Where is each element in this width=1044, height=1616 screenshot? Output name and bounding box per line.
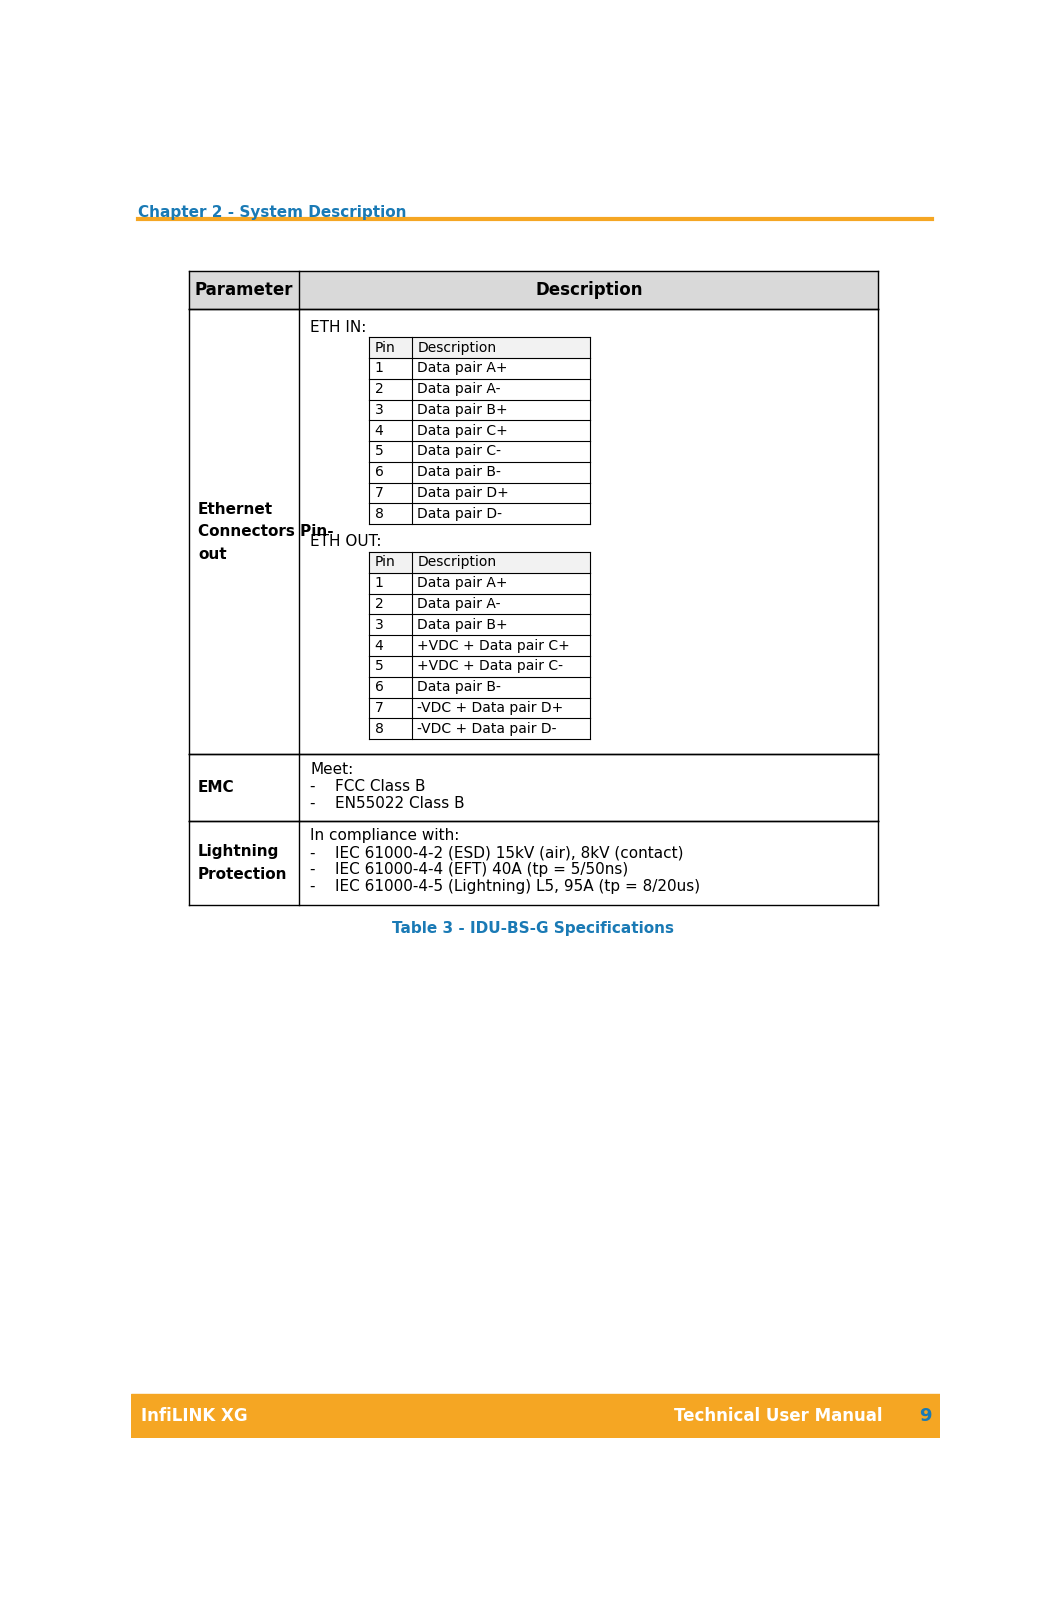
Bar bbox=[370, 553, 590, 572]
Bar bbox=[189, 755, 878, 821]
Text: Data pair A+: Data pair A+ bbox=[418, 577, 507, 590]
Text: 5: 5 bbox=[375, 444, 383, 459]
Bar bbox=[300, 271, 878, 309]
Text: Meet:: Meet: bbox=[310, 763, 354, 777]
Text: Description: Description bbox=[418, 341, 496, 354]
Text: 1: 1 bbox=[375, 362, 383, 375]
Text: 8: 8 bbox=[375, 507, 383, 520]
Text: Data pair C+: Data pair C+ bbox=[418, 423, 508, 438]
Text: Pin: Pin bbox=[375, 556, 396, 569]
Text: +VDC + Data pair C+: +VDC + Data pair C+ bbox=[418, 638, 570, 653]
Text: Data pair B-: Data pair B- bbox=[418, 680, 501, 695]
Text: 7: 7 bbox=[375, 486, 383, 499]
Text: EMC: EMC bbox=[198, 781, 235, 795]
Text: Ethernet
Connectors Pin-
out: Ethernet Connectors Pin- out bbox=[198, 503, 333, 562]
Text: -VDC + Data pair D-: -VDC + Data pair D- bbox=[418, 722, 556, 735]
Text: -    EN55022 Class B: - EN55022 Class B bbox=[310, 797, 465, 811]
Text: ETH IN:: ETH IN: bbox=[310, 320, 366, 335]
Bar bbox=[189, 271, 300, 309]
Text: -    FCC Class B: - FCC Class B bbox=[310, 779, 426, 793]
Text: 8: 8 bbox=[375, 722, 383, 735]
Text: +VDC + Data pair C-: +VDC + Data pair C- bbox=[418, 659, 564, 674]
Text: Parameter: Parameter bbox=[195, 281, 293, 299]
Text: 9: 9 bbox=[920, 1408, 932, 1425]
Text: 4: 4 bbox=[375, 638, 383, 653]
Text: Pin: Pin bbox=[375, 341, 396, 354]
Text: Data pair C-: Data pair C- bbox=[418, 444, 501, 459]
Text: 3: 3 bbox=[375, 617, 383, 632]
Text: Data pair A-: Data pair A- bbox=[418, 596, 501, 611]
Text: Data pair B+: Data pair B+ bbox=[418, 617, 507, 632]
Text: Data pair B+: Data pair B+ bbox=[418, 402, 507, 417]
Text: Description: Description bbox=[418, 556, 496, 569]
Bar bbox=[189, 821, 878, 905]
Text: 5: 5 bbox=[375, 659, 383, 674]
Text: -VDC + Data pair D+: -VDC + Data pair D+ bbox=[418, 701, 564, 714]
Text: -    IEC 61000-4-2 (ESD) 15kV (air), 8kV (contact): - IEC 61000-4-2 (ESD) 15kV (air), 8kV (c… bbox=[310, 845, 684, 860]
Text: Technical User Manual: Technical User Manual bbox=[673, 1408, 882, 1425]
Text: Data pair A-: Data pair A- bbox=[418, 381, 501, 396]
Text: 2: 2 bbox=[375, 381, 383, 396]
Bar bbox=[130, 1393, 940, 1438]
Text: Data pair A+: Data pair A+ bbox=[418, 362, 507, 375]
Text: -    IEC 61000-4-4 (EFT) 40A (tp = 5/50ns): - IEC 61000-4-4 (EFT) 40A (tp = 5/50ns) bbox=[310, 863, 628, 877]
Text: 2: 2 bbox=[375, 596, 383, 611]
Text: ETH OUT:: ETH OUT: bbox=[310, 535, 382, 549]
Text: Data pair D+: Data pair D+ bbox=[418, 486, 509, 499]
Text: 6: 6 bbox=[375, 465, 383, 480]
Text: -    IEC 61000-4-5 (Lightning) L5, 95A (tp = 8/20us): - IEC 61000-4-5 (Lightning) L5, 95A (tp … bbox=[310, 879, 701, 894]
Bar bbox=[370, 338, 590, 357]
Text: In compliance with:: In compliance with: bbox=[310, 829, 459, 844]
Text: 3: 3 bbox=[375, 402, 383, 417]
Text: Data pair D-: Data pair D- bbox=[418, 507, 502, 520]
Text: 7: 7 bbox=[375, 701, 383, 714]
Text: 1: 1 bbox=[375, 577, 383, 590]
Text: 4: 4 bbox=[375, 423, 383, 438]
Text: Table 3 - IDU-BS-G Specifications: Table 3 - IDU-BS-G Specifications bbox=[393, 921, 674, 936]
Text: 6: 6 bbox=[375, 680, 383, 695]
Text: Chapter 2 - System Description: Chapter 2 - System Description bbox=[138, 205, 407, 220]
Bar bbox=[189, 309, 878, 755]
Text: InfiLINK XG: InfiLINK XG bbox=[141, 1408, 248, 1425]
Text: Description: Description bbox=[536, 281, 643, 299]
Text: Data pair B-: Data pair B- bbox=[418, 465, 501, 480]
Text: Lightning
Protection: Lightning Protection bbox=[198, 845, 287, 882]
